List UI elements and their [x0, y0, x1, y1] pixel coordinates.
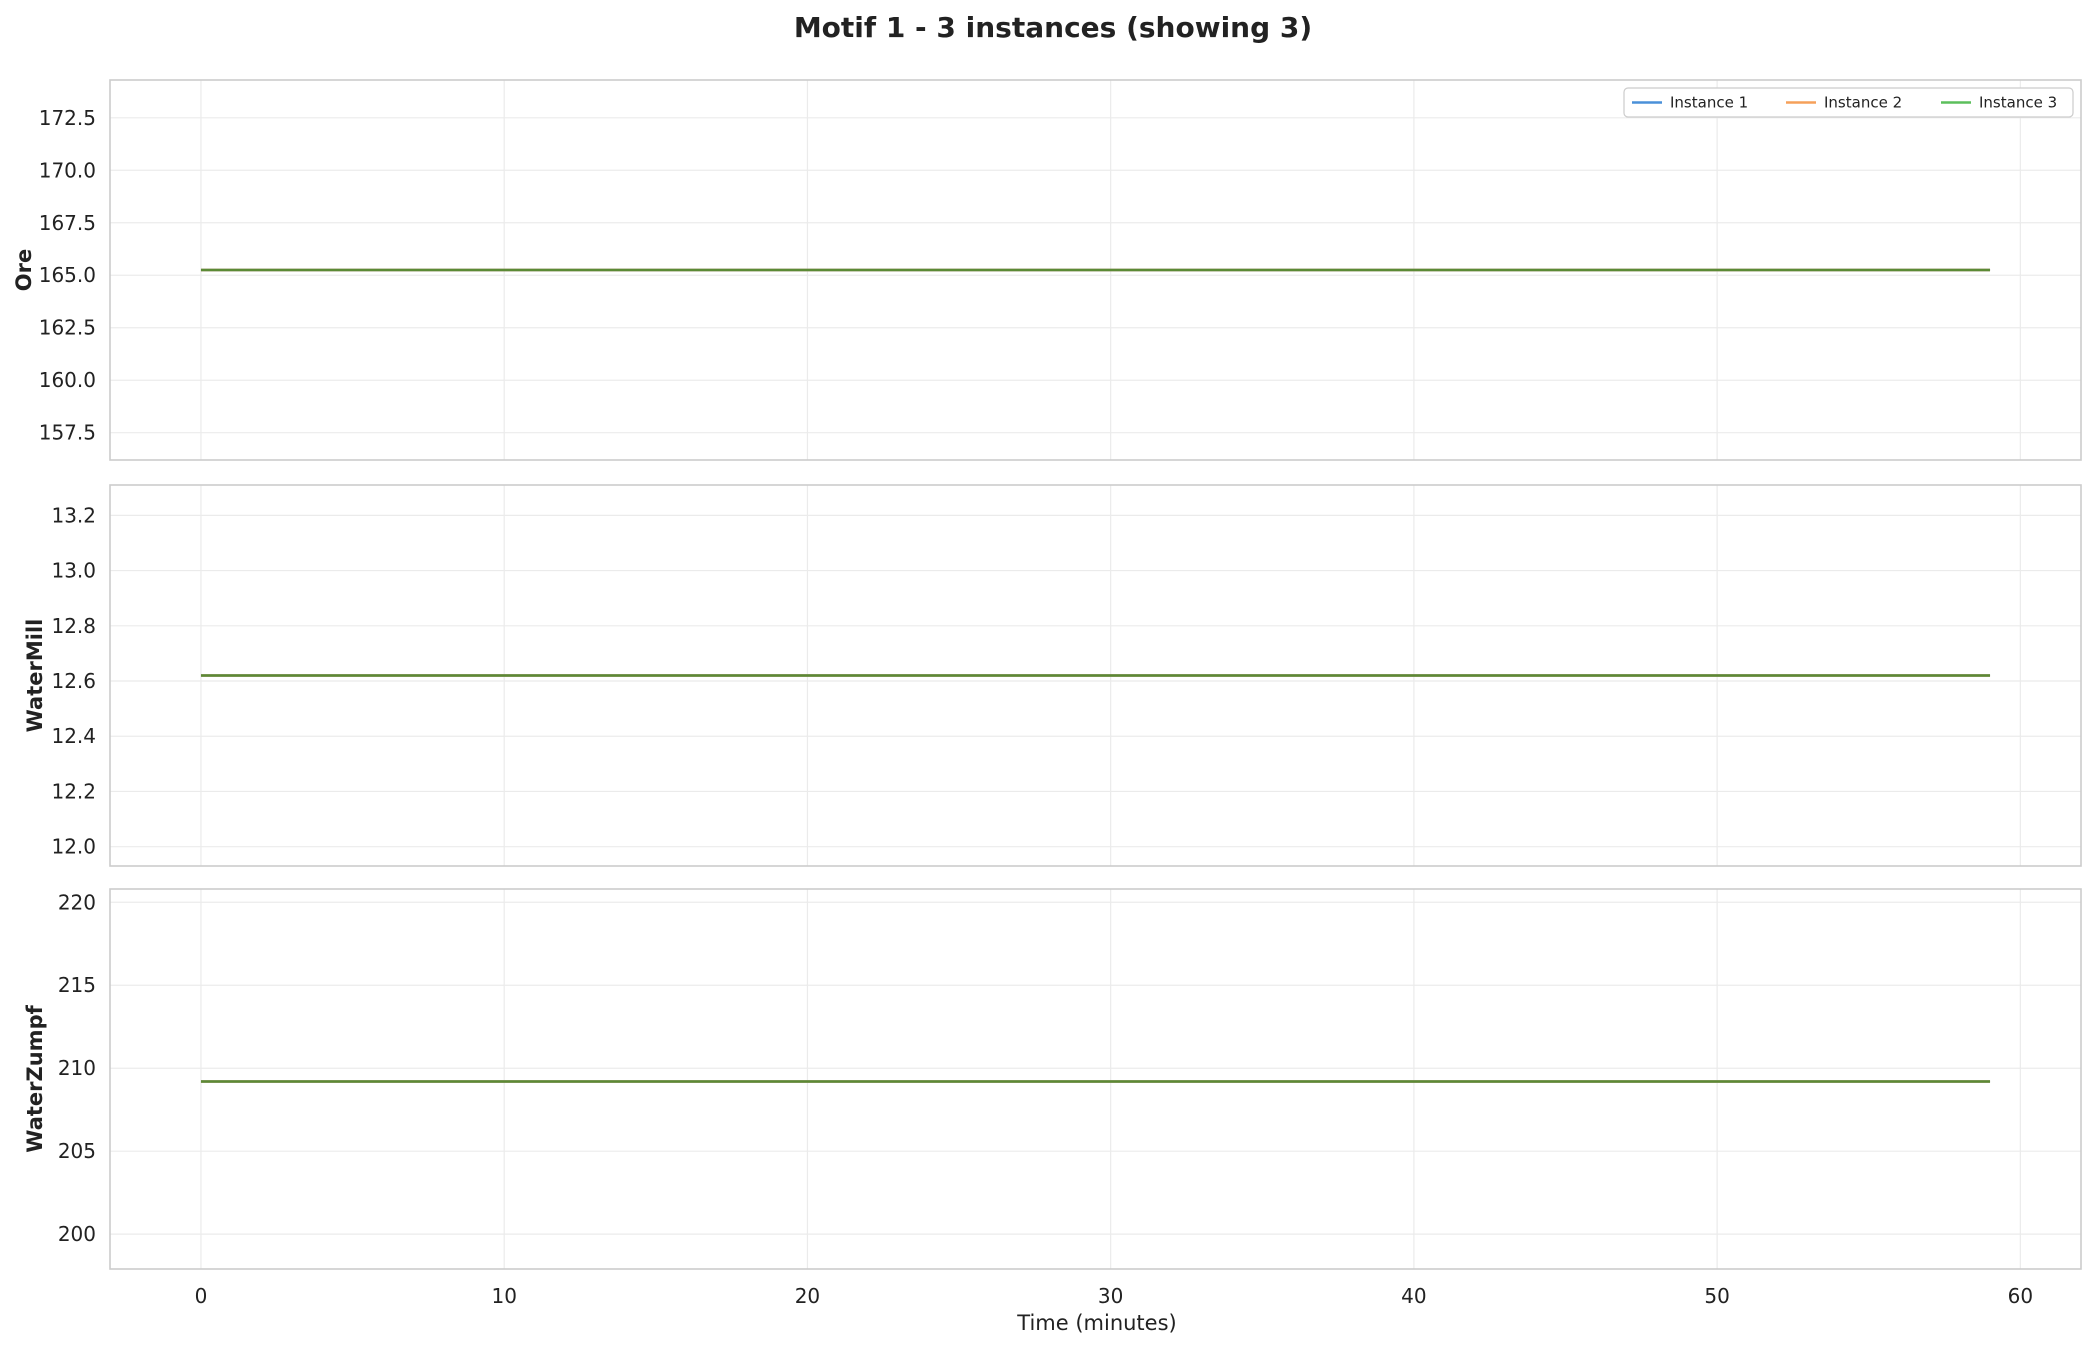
y-axis-label: Ore — [12, 249, 36, 291]
plot-frame — [109, 888, 2082, 1270]
x-tick-label: 20 — [795, 1284, 820, 1308]
panel-watermill: 12.0 12.2 12.4 12.6 12.8 13.0 13.2 WaterMill — [23, 484, 2082, 867]
x-tick-label: 0 — [195, 1284, 208, 1308]
plot-frame — [109, 484, 2082, 867]
chart-panels: 157.5 160.0 162.5 165.0 167.5 170.0 172.5 Ore In… — [12, 79, 2082, 1308]
y-tick-label: 12.0 — [51, 835, 96, 859]
y-tick-label: 12.8 — [51, 614, 96, 638]
plot-frame — [109, 79, 2082, 461]
legend-label-3: Instance 3 — [1979, 94, 2057, 112]
y-tick-label: 12.4 — [51, 724, 96, 748]
y-tick-label: 12.6 — [51, 669, 96, 693]
y-tick-label: 157.5 — [39, 421, 96, 445]
x-tick-label: 10 — [491, 1284, 516, 1308]
y-tick-label: 172.5 — [39, 106, 96, 130]
x-tick-label: 30 — [1098, 1284, 1123, 1308]
x-tick-label: 50 — [1704, 1284, 1729, 1308]
panel-waterzumpf: 200 205 210 215 220 WaterZumpf 0 10 20 30 40 50 60 — [23, 888, 2082, 1308]
y-tick-label: 215 — [58, 973, 96, 997]
y-tick-label: 12.2 — [51, 779, 96, 803]
y-tick-label: 200 — [58, 1222, 96, 1246]
y-axis-label: WaterMill — [23, 619, 47, 733]
y-tick-label: 167.5 — [39, 211, 96, 235]
panel-ore: 157.5 160.0 162.5 165.0 167.5 170.0 172.5 Ore In… — [12, 79, 2082, 461]
legend: Instance 1 Instance 2 Instance 3 — [1623, 87, 2074, 118]
x-tick-label: 40 — [1401, 1284, 1426, 1308]
y-tick-label: 170.0 — [39, 158, 96, 182]
y-tick-label: 220 — [58, 890, 96, 914]
legend-label-1: Instance 1 — [1670, 94, 1748, 112]
y-tick-label: 210 — [58, 1056, 96, 1080]
y-axis-label: WaterZumpf — [23, 1004, 47, 1152]
legend-box — [1623, 87, 2074, 118]
legend-label-2: Instance 2 — [1824, 94, 1902, 112]
x-tick-label: 60 — [2008, 1284, 2033, 1308]
plot-background — [110, 889, 2081, 1269]
y-tick-label: 162.5 — [39, 316, 96, 340]
y-tick-label: 13.2 — [51, 503, 96, 527]
chart-title: Motif 1 - 3 instances (showing 3) — [794, 11, 1312, 44]
y-tick-label: 13.0 — [51, 559, 96, 583]
y-tick-label: 205 — [58, 1139, 96, 1163]
y-tick-label: 165.0 — [39, 263, 96, 287]
y-tick-label: 160.0 — [39, 368, 96, 392]
x-axis-label: Time (minutes) — [1016, 1311, 1176, 1335]
